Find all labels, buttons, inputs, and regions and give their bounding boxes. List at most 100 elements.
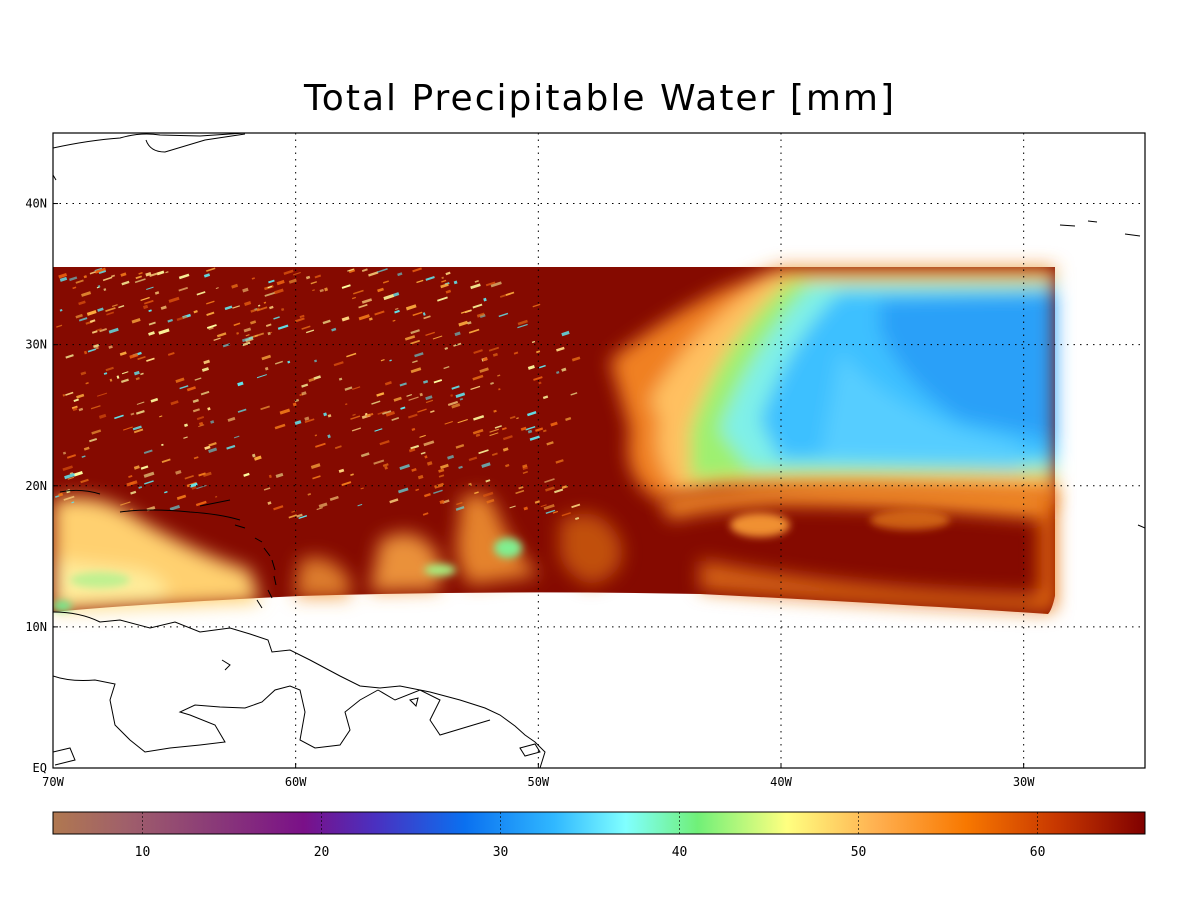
speckle	[294, 420, 302, 426]
colorbar-tick-label: 10	[135, 845, 151, 860]
speckle	[273, 505, 284, 511]
speckle	[207, 407, 211, 411]
speckle	[439, 499, 445, 505]
speckle	[103, 288, 107, 291]
speckle	[479, 367, 489, 373]
speckle	[424, 455, 428, 459]
speckle	[130, 412, 135, 416]
lat-tick-label: 40N	[25, 197, 47, 211]
speckle	[305, 275, 311, 280]
speckle	[97, 307, 104, 312]
speckle	[535, 427, 544, 432]
speckle	[399, 382, 407, 387]
speckle	[160, 305, 167, 310]
speckle	[121, 280, 130, 286]
speckle	[350, 473, 354, 477]
speckle	[256, 374, 267, 379]
speckle	[299, 314, 305, 319]
speckle	[83, 350, 88, 355]
speckle	[312, 289, 315, 292]
speckle	[170, 400, 179, 406]
speckle	[241, 336, 254, 343]
speckle	[468, 328, 480, 334]
speckle	[527, 411, 537, 417]
speckle	[62, 394, 66, 397]
coastline-antilles	[59, 489, 277, 609]
speckle	[208, 447, 218, 453]
speckle	[470, 283, 481, 290]
speckle	[108, 345, 113, 349]
speckle	[265, 323, 272, 327]
speckle	[261, 354, 272, 361]
speckle	[374, 428, 383, 432]
speckle	[260, 405, 270, 411]
speckle	[474, 491, 479, 495]
lon-tick-label: 50W	[527, 775, 549, 789]
colorbar: 10 20 30 40 50 60	[52, 811, 1146, 860]
coastline-lake-maracaibo	[221, 659, 231, 671]
speckle	[474, 279, 479, 283]
speckle	[176, 494, 187, 500]
speckle	[522, 466, 528, 470]
speckle	[377, 268, 388, 273]
speckle	[222, 343, 231, 348]
speckle	[64, 472, 75, 480]
speckle	[522, 471, 528, 474]
speckle	[472, 374, 484, 381]
speckle	[422, 512, 429, 516]
speckle	[263, 301, 267, 304]
speckle	[89, 271, 96, 275]
speckle	[213, 337, 221, 341]
speckle	[105, 366, 114, 372]
speckle	[301, 383, 309, 388]
speckle	[275, 472, 284, 478]
speckle	[552, 510, 559, 514]
speckle	[120, 378, 129, 384]
speckle	[263, 487, 271, 491]
speckle	[269, 331, 273, 334]
speckle	[502, 447, 509, 452]
speckle	[352, 386, 361, 391]
speckle	[206, 311, 215, 316]
speckle	[196, 291, 206, 296]
speckle	[327, 414, 332, 418]
speckle	[536, 350, 541, 354]
speckle	[382, 463, 389, 467]
speckle	[451, 403, 461, 409]
colorbar-tick-label: 50	[851, 845, 867, 860]
speckle	[119, 351, 127, 356]
speckle	[491, 452, 498, 457]
speckle	[295, 317, 305, 323]
speckle	[66, 454, 77, 459]
speckle	[433, 489, 443, 494]
speckle	[478, 449, 489, 455]
speckle	[417, 474, 424, 480]
speckle	[78, 407, 84, 412]
speckle	[527, 364, 535, 370]
moist-band-edges	[53, 484, 1055, 612]
speckle	[425, 276, 435, 281]
speckle	[517, 319, 528, 326]
speckle	[81, 291, 92, 297]
speckle	[509, 505, 516, 509]
speckle	[233, 322, 241, 327]
speckle	[145, 271, 152, 277]
speckle	[350, 415, 361, 420]
speckle	[319, 288, 324, 293]
speckle	[425, 331, 436, 337]
speckle	[391, 416, 400, 421]
speckle	[456, 501, 463, 506]
speckle	[250, 320, 257, 325]
speckle	[344, 386, 353, 391]
speckle	[191, 485, 197, 490]
speckle	[453, 280, 458, 285]
speckle	[368, 317, 373, 321]
speckle	[313, 375, 321, 380]
speckle	[555, 459, 564, 464]
speckle	[161, 458, 171, 464]
speckle	[148, 309, 152, 313]
speckle	[410, 339, 421, 345]
lon-tick-label: 60W	[285, 775, 307, 789]
speckle	[83, 275, 88, 279]
speckle	[406, 394, 413, 397]
